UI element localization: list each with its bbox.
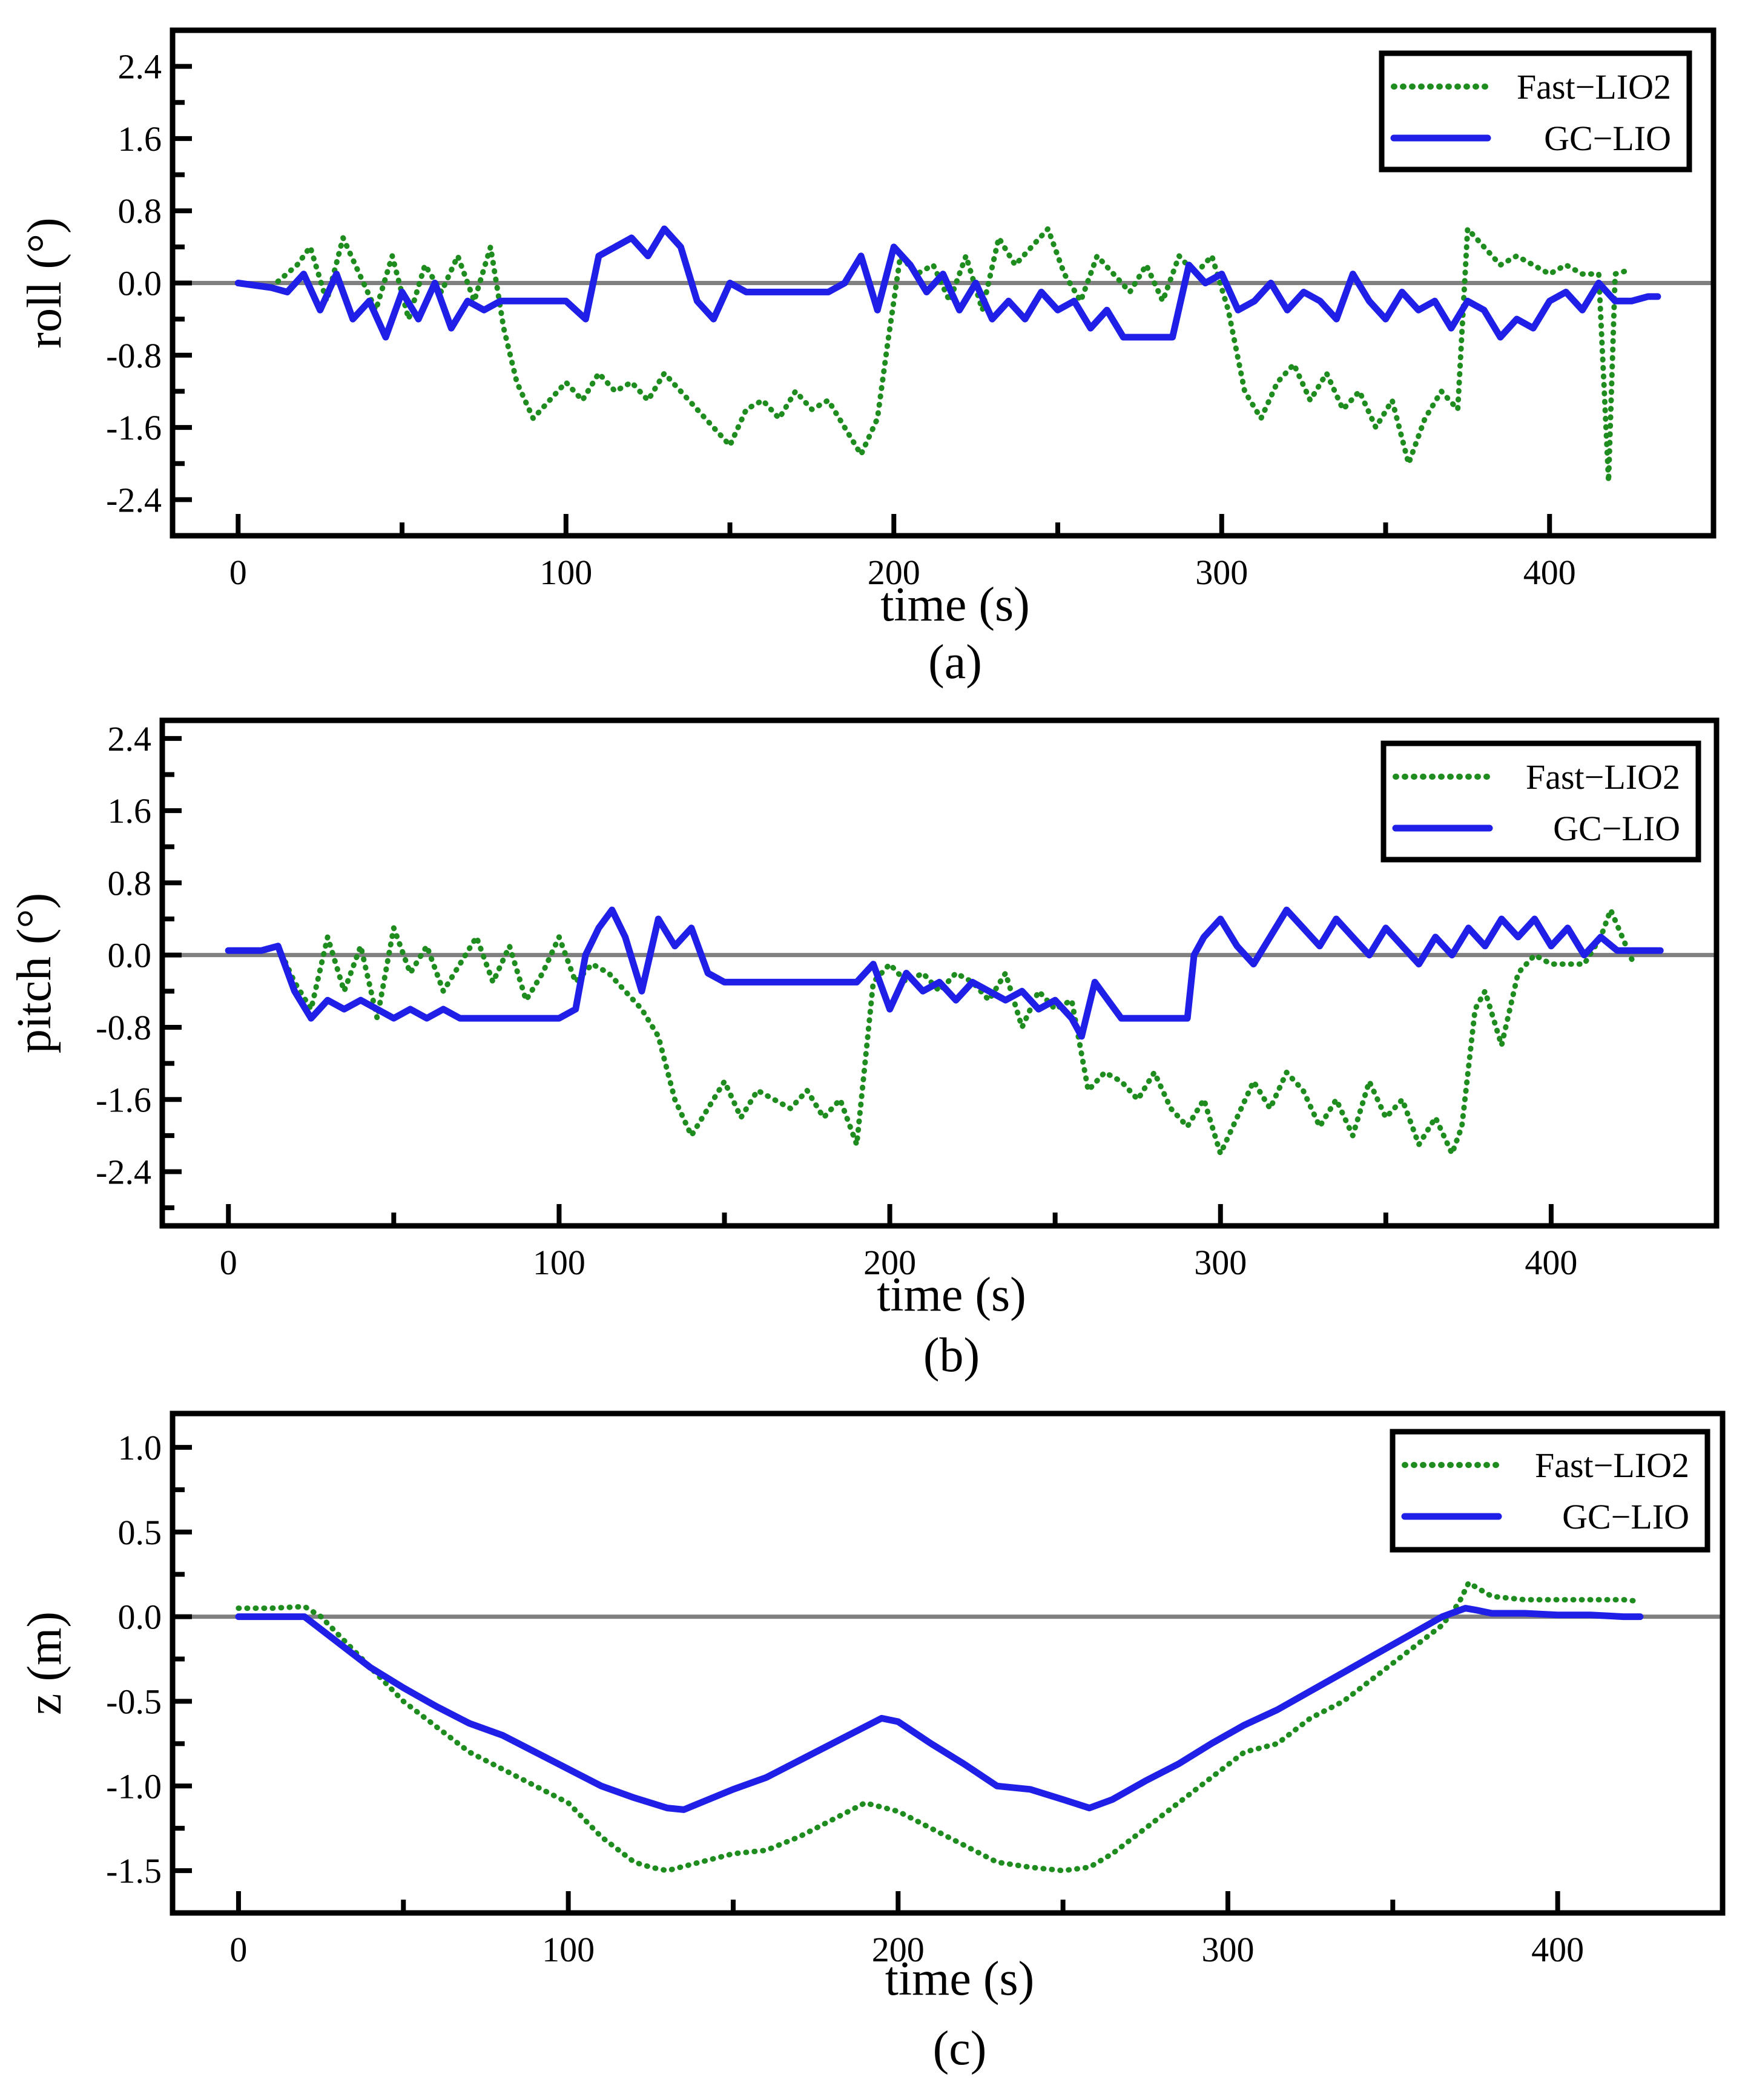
legend-box [1380,740,1701,863]
y-tick-label: 1.6 [118,119,162,159]
x-axis-title: time (s) [880,578,1030,631]
legend-label: Fast−LIO2 [1535,1446,1689,1485]
panel-caption: (a) [928,636,982,689]
legend-box [1379,50,1692,173]
series-line-fast-lio2 [235,226,1635,484]
panel-caption: (c) [933,2022,987,2075]
x-tick-label: 0 [220,1243,237,1282]
series-line-gc-lio [234,225,1661,341]
y-tick-label: 0.8 [118,191,162,231]
legend: Fast−LIO2 GC−LIO [1379,50,1692,173]
legend-label: Fast−LIO2 [1526,757,1680,797]
x-tick-label: 400 [1531,1930,1584,1969]
y-tick-label: 0.8 [108,863,152,903]
x-tick-label: 400 [1525,1243,1577,1282]
series-line-fast-lio2 [236,1580,1643,1874]
y-tick-label: 0.0 [108,936,152,975]
chart-panel-1: 0 100 200 300 400 2.4 1.6 0.8 0.0 -0.8 -1.6 -2.4 tim… [8,717,1720,1382]
y-tick-label: 2.4 [118,47,162,87]
x-tick-label: 200 [872,1930,925,1969]
chart-panel-0: 0 100 200 300 400 2.4 1.6 0.8 0.0 -0.8 -1.6 -2.4 tim… [18,27,1717,689]
x-tick-label: 300 [1201,1930,1254,1969]
y-tick-label: -1.6 [96,1080,151,1119]
x-tick-label: 0 [229,1930,247,1969]
x-tick-label: 400 [1523,553,1576,592]
panel-caption: (b) [923,1329,980,1382]
x-tick-label: 100 [539,553,592,592]
x-axis-title: time (s) [877,1268,1026,1322]
plot-frame [159,717,1720,1229]
y-tick-label: -1.5 [106,1851,162,1891]
y-tick-label: 0.5 [118,1513,162,1552]
legend-label: Fast−LIO2 [1517,67,1671,107]
y-tick-label: 2.4 [108,719,152,759]
legend: Fast−LIO2 GC−LIO [1380,740,1701,863]
x-tick-label: 200 [868,553,920,592]
y-tick-label: 1.0 [118,1428,162,1467]
y-tick-label: -2.4 [106,480,162,519]
y-tick-label: 1.6 [108,791,152,831]
y-axis-title: roll (°) [18,217,71,348]
y-tick-label: -1.0 [106,1766,162,1806]
legend-box [1390,1429,1710,1553]
series-line-gc-lio [225,906,1664,1040]
x-tick-label: 0 [229,553,247,592]
x-tick-label: 300 [1194,1243,1247,1282]
y-tick-label: -1.6 [106,408,162,447]
x-tick-label: 100 [533,1243,585,1282]
y-axis-title: z (m) [18,1611,71,1715]
x-axis-title: time (s) [885,1952,1035,2006]
series-line-gc-lio [235,1605,1644,1813]
y-tick-label: -2.4 [96,1153,151,1192]
x-tick-label: 100 [542,1930,595,1969]
y-tick-label: -0.5 [106,1682,162,1721]
chart-panel-2: 0 100 200 300 400 1.0 0.5 0.0 -0.5 -1.0 -1.5 time (… [18,1410,1726,2075]
x-tick-label: 300 [1195,553,1248,592]
series-line-fast-lio2 [225,907,1637,1157]
x-tick-label: 200 [863,1243,916,1282]
y-tick-label: 0.0 [118,1598,162,1637]
legend-label: GC−LIO [1544,119,1671,158]
legend-label: GC−LIO [1562,1497,1689,1536]
plot-frame [170,1410,1726,1916]
legend: Fast−LIO2 GC−LIO [1390,1429,1710,1553]
y-tick-label: -0.8 [96,1008,151,1047]
y-axis-title: pitch (°) [8,893,61,1053]
y-tick-label: 0.0 [118,264,162,303]
legend-label: GC−LIO [1553,809,1680,848]
y-tick-label: -0.8 [106,336,162,375]
